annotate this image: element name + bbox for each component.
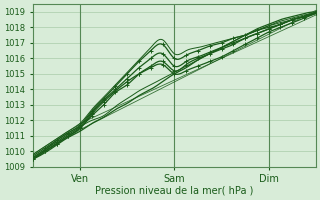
X-axis label: Pression niveau de la mer( hPa ): Pression niveau de la mer( hPa ) xyxy=(95,186,253,196)
